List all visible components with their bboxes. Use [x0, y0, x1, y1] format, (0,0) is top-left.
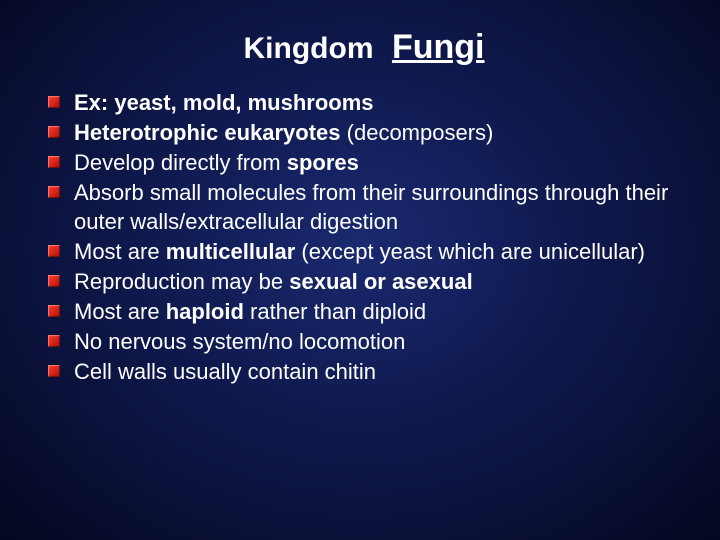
bullet-icon: [48, 186, 60, 198]
slide-title: Kingdom Fungi: [48, 28, 680, 67]
list-item: No nervous system/no locomotion: [48, 328, 680, 356]
title-plain: Kingdom: [244, 32, 374, 65]
bullet-icon: [48, 126, 60, 138]
list-item: Heterotrophic eukaryotes (decomposers): [48, 119, 680, 147]
text-segment: Cell walls usually contain chitin: [74, 359, 376, 384]
list-item: Reproduction may be sexual or asexual: [48, 268, 680, 296]
title-underlined: Fungi: [392, 28, 485, 66]
text-segment: spores: [287, 150, 359, 175]
bullet-icon: [48, 305, 60, 317]
bullet-icon: [48, 96, 60, 108]
bullet-icon: [48, 275, 60, 287]
text-segment: rather than diploid: [244, 299, 426, 324]
bullet-icon: [48, 335, 60, 347]
bullet-list: Ex: yeast, mold, mushrooms Heterotrophic …: [48, 89, 680, 387]
text-segment: (except yeast which are unicellular): [295, 239, 645, 264]
text-segment: Heterotrophic eukaryotes: [74, 120, 341, 145]
list-item: Absorb small molecules from their surrou…: [48, 179, 680, 235]
text-segment: multicellular: [166, 239, 296, 264]
text-segment: No nervous system/no locomotion: [74, 329, 405, 354]
text-segment: Most are: [74, 299, 166, 324]
text-segment: Develop directly from: [74, 150, 287, 175]
text-segment: haploid: [166, 299, 244, 324]
list-item: Cell walls usually contain chitin: [48, 358, 680, 386]
text-segment: (decomposers): [341, 120, 494, 145]
text-segment: Ex: yeast, mold, mushrooms: [74, 90, 374, 115]
bullet-icon: [48, 156, 60, 168]
list-item: Develop directly from spores: [48, 149, 680, 177]
text-segment: Absorb small molecules from their surrou…: [74, 180, 668, 233]
text-segment: sexual or asexual: [289, 269, 472, 294]
list-item: Most are multicellular (except yeast whi…: [48, 238, 680, 266]
bullet-icon: [48, 365, 60, 377]
text-segment: Most are: [74, 239, 166, 264]
slide: Kingdom Fungi Ex: yeast, mold, mushrooms…: [0, 0, 720, 540]
text-segment: Reproduction may be: [74, 269, 289, 294]
list-item: Most are haploid rather than diploid: [48, 298, 680, 326]
list-item: Ex: yeast, mold, mushrooms: [48, 89, 680, 117]
bullet-icon: [48, 245, 60, 257]
